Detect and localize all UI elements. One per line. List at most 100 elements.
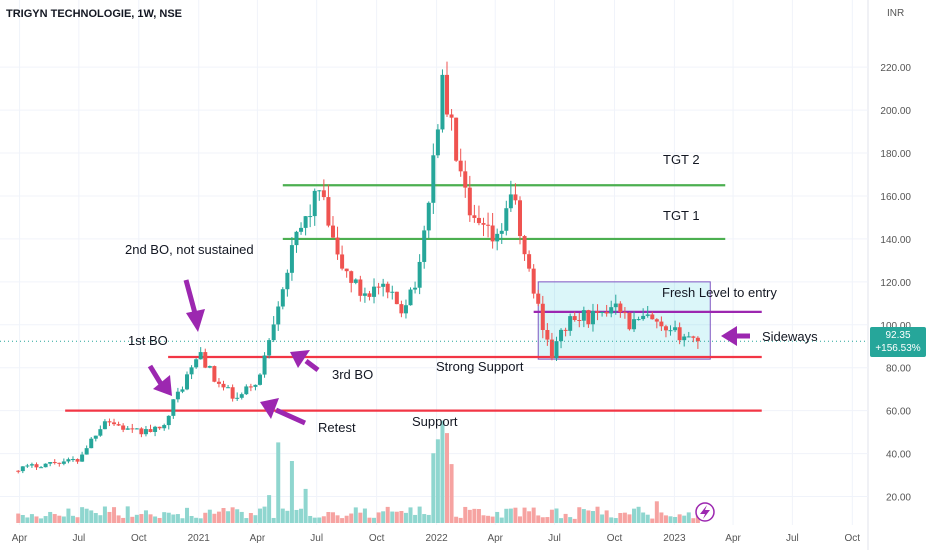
volume-bar <box>80 507 85 523</box>
volume-bar <box>143 510 148 523</box>
volume-bar <box>686 512 691 523</box>
candle-body <box>449 114 454 118</box>
volume-bar <box>376 512 381 523</box>
x-tick-label: Apr <box>250 533 266 544</box>
candle-body <box>586 310 591 325</box>
volume-bar <box>308 515 313 523</box>
candle-body <box>166 415 171 426</box>
volume-bar <box>57 515 62 523</box>
volume-bar <box>340 518 345 523</box>
candle-body <box>399 304 404 314</box>
volume-bar <box>445 433 450 523</box>
volume-bar <box>367 517 372 523</box>
volume-bar <box>481 515 486 523</box>
volume-bar <box>513 507 518 523</box>
volume-bar <box>426 514 431 523</box>
volume-bar <box>157 517 162 523</box>
candle-body <box>143 429 148 435</box>
candle-body <box>581 310 586 321</box>
volume-bar <box>230 507 235 523</box>
candle-body <box>394 291 399 305</box>
candle-body <box>463 171 468 188</box>
volume-bar <box>29 514 34 523</box>
candle-body <box>171 399 176 416</box>
volume-bar <box>75 517 80 523</box>
volume-bar <box>289 461 294 523</box>
volume-bar <box>417 506 422 523</box>
volume-bar <box>39 518 44 523</box>
y-tick-label: 180.00 <box>880 149 911 160</box>
currency-label: INR <box>887 8 905 19</box>
candle-body <box>221 383 226 388</box>
annotation-2nd-bo: 2nd BO, not sustained <box>125 242 254 257</box>
x-tick-label: Jul <box>548 533 561 544</box>
y-tick-label: 60.00 <box>886 407 911 418</box>
annotation-fresh-level: Fresh Level to entry <box>662 285 777 300</box>
candle-body <box>340 254 345 269</box>
candle-body <box>299 227 304 232</box>
candle-body <box>682 336 687 341</box>
volume-layer <box>16 420 700 523</box>
candle-body <box>216 381 221 384</box>
candle-body <box>89 438 94 449</box>
x-tick-label: Jul <box>310 533 323 544</box>
volume-bar <box>659 512 664 523</box>
candle-body <box>531 268 536 294</box>
candle-body <box>207 366 212 368</box>
candle-body <box>189 367 194 375</box>
volume-bar <box>476 509 481 523</box>
candle-body <box>43 463 48 468</box>
candle-body <box>162 425 167 429</box>
volume-bar <box>70 515 75 523</box>
x-tick-label: Oct <box>845 533 861 544</box>
candle-body <box>153 426 158 432</box>
volume-bar <box>326 512 331 523</box>
y-tick-label: 140.00 <box>880 235 911 246</box>
candle-body <box>595 311 600 313</box>
volume-bar <box>43 516 48 523</box>
annotation-tgt2: TGT 2 <box>663 152 700 167</box>
candle-body <box>467 187 472 216</box>
volume-bar <box>486 515 491 523</box>
volume-bar <box>107 511 112 523</box>
volume-bar <box>458 517 463 523</box>
volume-bar <box>490 516 495 523</box>
volume-bar <box>572 518 577 523</box>
candle-body <box>495 233 500 242</box>
volume-bar <box>175 514 180 523</box>
candle-body <box>321 190 326 198</box>
volume-bar <box>604 510 609 523</box>
candle-body <box>185 374 190 390</box>
candle-body <box>504 208 509 231</box>
x-tick-label: Oct <box>369 533 385 544</box>
candle-body <box>93 435 98 439</box>
candle-body <box>445 74 450 115</box>
price-change: +156.53% <box>875 343 921 354</box>
volume-bar <box>390 511 395 523</box>
candle-body <box>107 421 112 423</box>
volume-bar <box>276 442 281 523</box>
volume-bar <box>691 518 696 523</box>
candle-body <box>230 387 235 399</box>
volume-bar <box>262 506 267 523</box>
volume-bar <box>467 509 472 523</box>
volume-bar <box>20 514 25 523</box>
volume-bar <box>403 512 408 523</box>
candle-body <box>636 319 641 321</box>
candle-body <box>609 307 614 314</box>
candle-body <box>326 197 331 226</box>
volume-bar <box>559 518 564 523</box>
volume-bar <box>285 510 290 523</box>
candle-body <box>372 286 377 297</box>
y-tick-label: 160.00 <box>880 192 911 203</box>
volume-bar <box>248 512 253 523</box>
grid <box>0 0 869 550</box>
volume-bar <box>641 512 646 523</box>
levels-layer <box>65 184 762 412</box>
candle-body <box>559 329 564 342</box>
candle-body <box>353 279 358 283</box>
candle-body <box>481 223 486 225</box>
candle-body <box>335 237 340 255</box>
